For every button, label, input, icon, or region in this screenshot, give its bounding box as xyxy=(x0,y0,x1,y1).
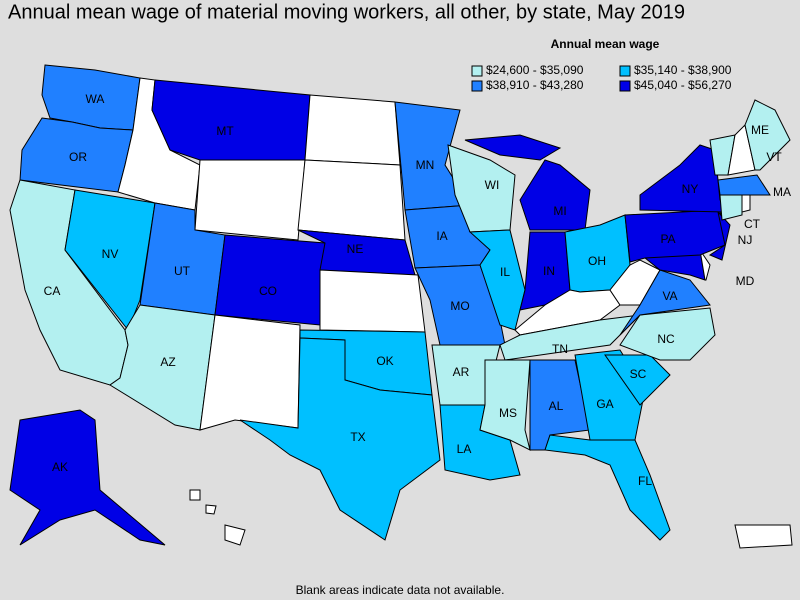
state-label: SC xyxy=(630,367,647,381)
state xyxy=(304,94,401,166)
state xyxy=(744,99,791,171)
legend-label: $24,600 - $35,090 xyxy=(486,63,584,77)
state-label: FL xyxy=(638,474,652,488)
state xyxy=(319,269,426,333)
state xyxy=(468,229,526,331)
state-label: AZ xyxy=(160,355,175,369)
state-label: AR xyxy=(453,365,470,379)
state-label: OR xyxy=(69,150,87,164)
state-label: UT xyxy=(174,264,191,278)
state xyxy=(224,524,246,546)
state-label: AK xyxy=(52,460,68,474)
state-label: MN xyxy=(416,158,435,172)
state-label: VT xyxy=(766,150,782,164)
state-label: WA xyxy=(86,92,105,106)
state xyxy=(205,504,217,515)
state-label: MT xyxy=(216,124,234,138)
state xyxy=(741,194,751,213)
state-label: AL xyxy=(549,399,564,413)
legend-swatch xyxy=(619,65,631,77)
state-label: NY xyxy=(682,182,699,196)
state-label: IL xyxy=(500,265,510,279)
state-label: OH xyxy=(588,254,606,268)
state-label: TN xyxy=(552,342,568,356)
state-label: TX xyxy=(350,430,365,444)
map-title: Annual mean wage of material moving work… xyxy=(8,1,685,23)
state xyxy=(214,234,326,326)
state xyxy=(479,359,531,451)
state-label: PA xyxy=(660,232,675,246)
state-label: NE xyxy=(347,242,364,256)
state xyxy=(189,489,201,501)
state-label: CO xyxy=(259,284,277,298)
state xyxy=(239,337,441,541)
state-label: MD xyxy=(736,274,755,288)
state-label: MI xyxy=(553,204,566,218)
state xyxy=(717,174,771,196)
legend-swatch xyxy=(471,80,483,92)
state xyxy=(194,159,306,241)
legend-swatch xyxy=(619,80,631,92)
state-label: IN xyxy=(543,264,555,278)
state-label: ME xyxy=(751,123,769,137)
state-label: OK xyxy=(376,354,393,368)
state-label: GA xyxy=(596,397,613,411)
state xyxy=(544,434,671,541)
state-label: LA xyxy=(457,442,472,456)
state xyxy=(734,524,793,549)
state-label: VA xyxy=(662,289,677,303)
state xyxy=(9,409,166,546)
legend-label: $45,040 - $56,270 xyxy=(634,78,732,92)
legend-label: $35,140 - $38,900 xyxy=(634,63,732,77)
state-label: MO xyxy=(450,299,469,313)
state xyxy=(719,194,743,221)
state-label: WI xyxy=(485,178,500,192)
state xyxy=(519,159,591,231)
legend-label: $38,910 - $43,280 xyxy=(486,78,584,92)
footnote: Blank areas indicate data not available. xyxy=(296,583,505,597)
state xyxy=(464,134,562,161)
legend-swatch xyxy=(471,65,483,77)
state xyxy=(297,159,406,241)
state-label: MA xyxy=(773,185,791,199)
state-label: CT xyxy=(744,217,761,231)
state-label: MS xyxy=(499,406,517,420)
state-label: IA xyxy=(436,229,447,243)
state xyxy=(199,314,301,431)
state xyxy=(708,210,731,261)
legend-title: Annual mean wage xyxy=(551,37,660,51)
state xyxy=(619,269,711,336)
state-label: CA xyxy=(44,284,61,298)
state-label: NV xyxy=(102,247,119,261)
state-label: NC xyxy=(657,332,675,346)
state-label: NJ xyxy=(738,233,753,247)
state xyxy=(604,354,671,406)
state xyxy=(699,249,711,281)
